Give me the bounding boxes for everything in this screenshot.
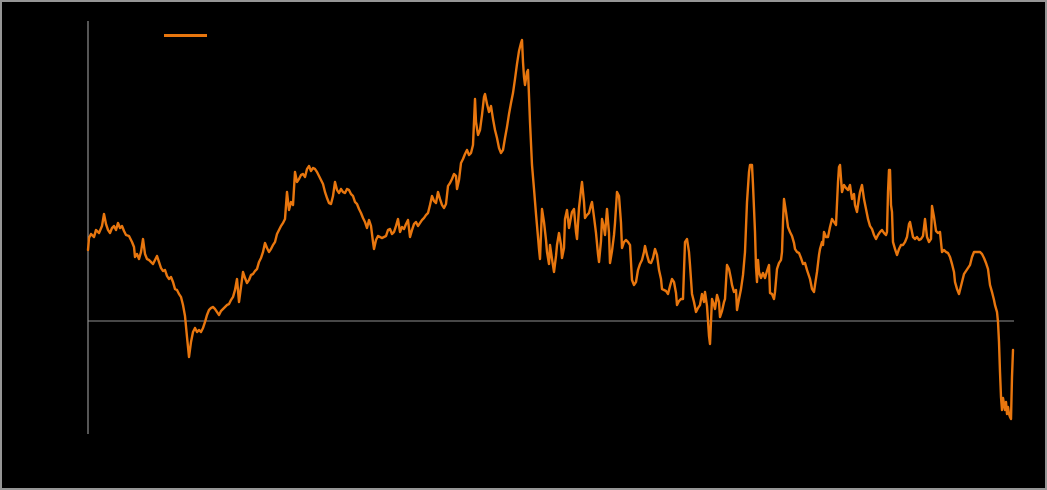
price-series-line — [86, 38, 1015, 421]
axes-group — [87, 21, 1014, 434]
